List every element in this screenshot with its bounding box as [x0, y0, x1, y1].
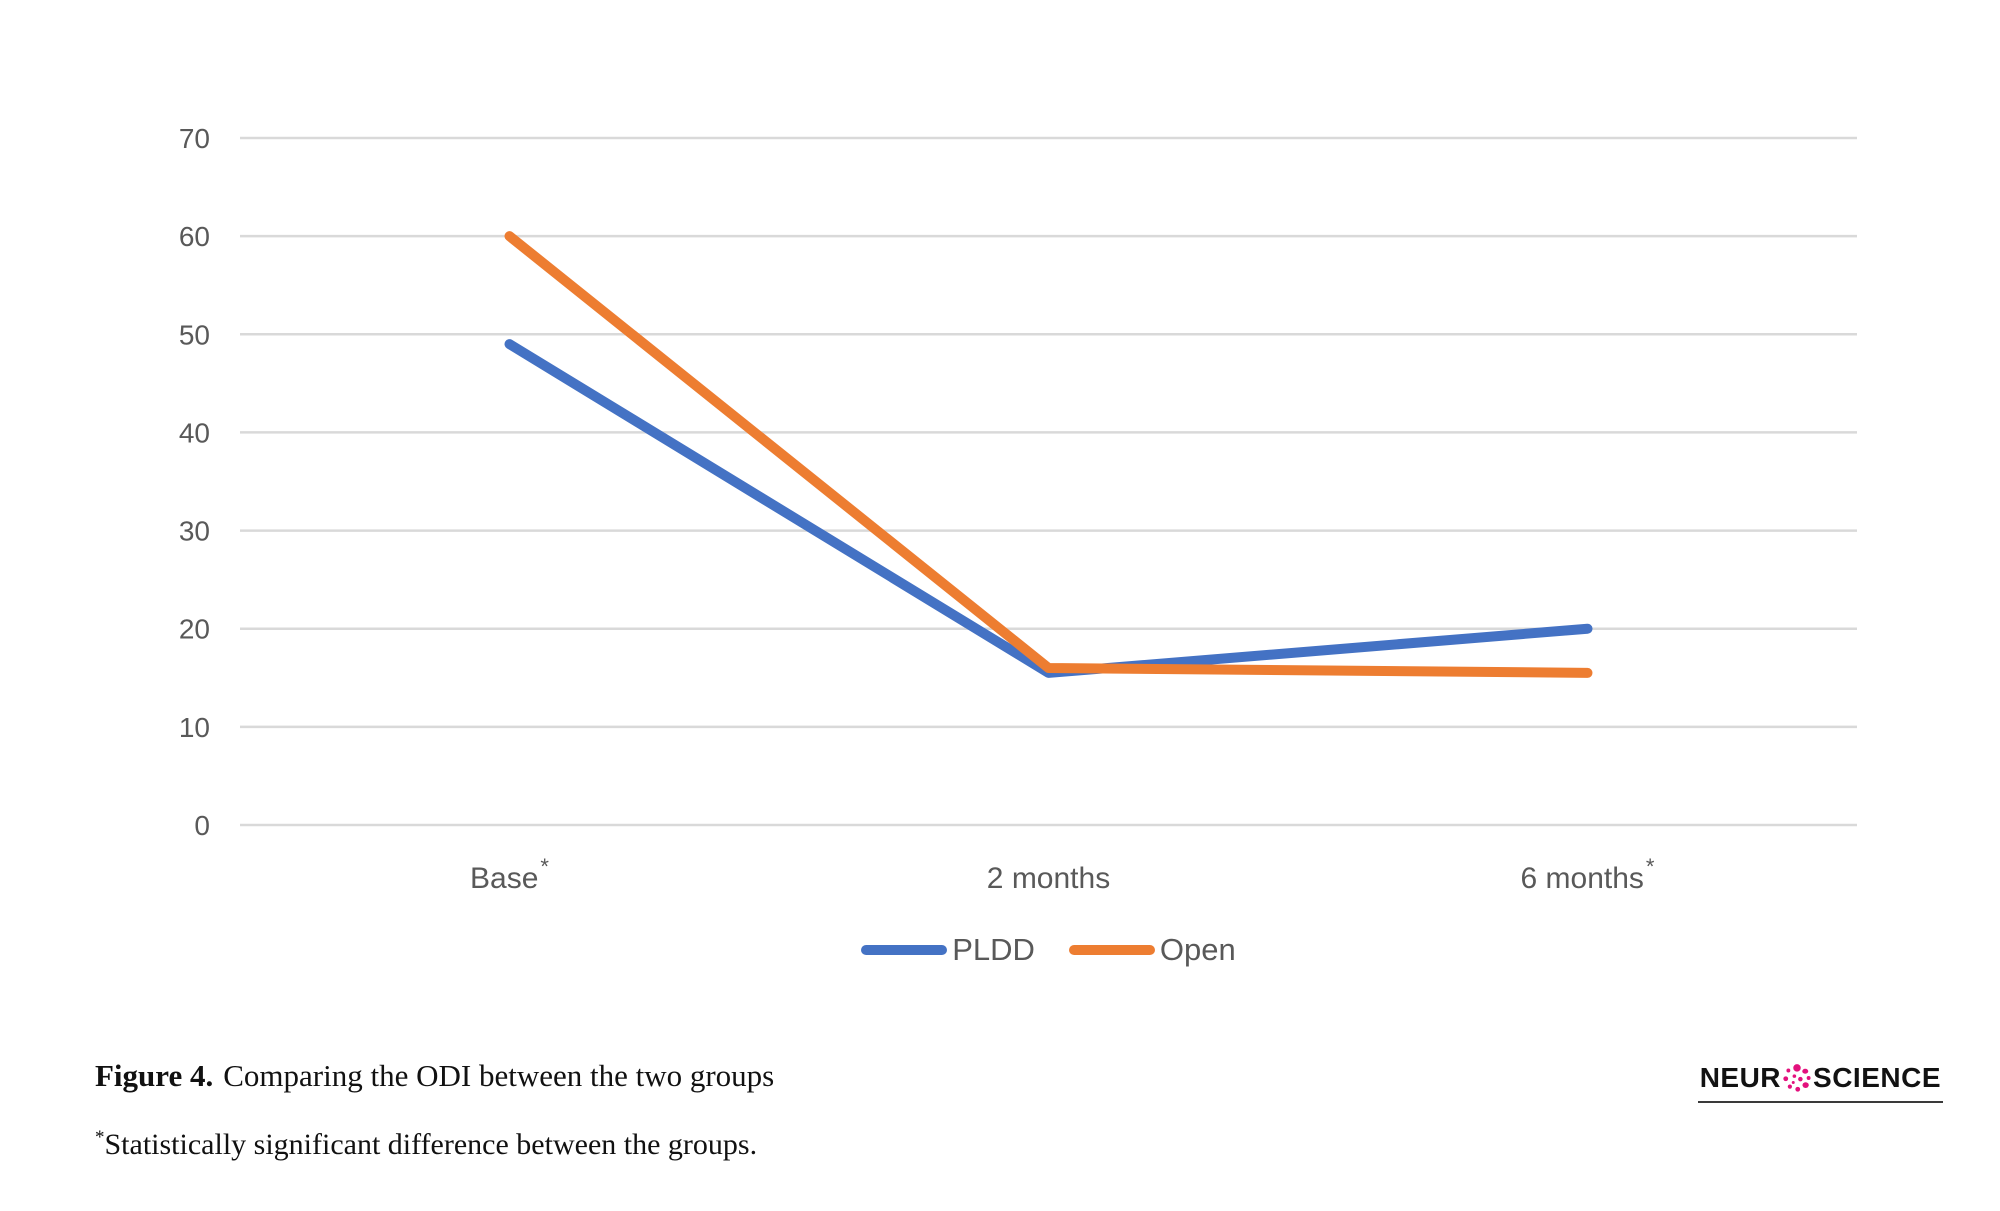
- y-axis-tick-label: 70: [179, 123, 210, 154]
- x-axis-tick-label: 2 months: [987, 862, 1110, 895]
- y-axis-tick-label: 60: [179, 221, 210, 252]
- legend-item-pldd: PLDD: [861, 932, 1035, 968]
- figure-caption: Figure 4. Comparing the ODI between the t…: [95, 1058, 774, 1094]
- figure-footnote: *Statistically significant difference be…: [95, 1128, 757, 1162]
- y-axis-tick-label: 20: [179, 614, 210, 645]
- legend-label-pldd: PLDD: [952, 932, 1035, 967]
- figure-caption-text: Comparing the ODI between the two groups: [223, 1058, 775, 1093]
- chart-legend: PLDD Open: [240, 930, 1857, 970]
- figure-caption-label: Figure 4.: [95, 1058, 214, 1093]
- open-line-swatch: [1068, 945, 1155, 955]
- y-axis-tick-label: 50: [179, 319, 210, 350]
- pldd-line-swatch: [861, 945, 948, 955]
- legend-item-open: Open: [1068, 932, 1236, 968]
- y-axis-tick-label: 10: [179, 712, 210, 743]
- neuroscience-journal-logo: NEUR SCIENCE: [1697, 1062, 1943, 1103]
- odi-line-chart: 0 10 20 30 40 50 60 70 Base* 2 months 6 months*: [179, 123, 1857, 895]
- series-line-pldd: [504, 339, 1593, 678]
- x-axis-tick-label: 6 months*: [1521, 854, 1655, 895]
- cell-dots-icon: [1783, 1064, 1811, 1092]
- legend-label-open: Open: [1159, 932, 1236, 967]
- series-line-open: [504, 231, 1593, 678]
- y-axis-tick-label: 40: [179, 417, 210, 448]
- logo-text-neur: NEUR: [1699, 1062, 1782, 1093]
- logo-text-science: SCIENCE: [1813, 1062, 1941, 1093]
- y-axis-tick-label: 0: [194, 810, 210, 841]
- x-axis-tick-label: Base*: [470, 854, 549, 895]
- footnote-asterisk: *: [95, 1127, 105, 1148]
- y-axis-tick-label: 30: [179, 516, 210, 547]
- footnote-text: Statistically significant difference bet…: [104, 1128, 758, 1161]
